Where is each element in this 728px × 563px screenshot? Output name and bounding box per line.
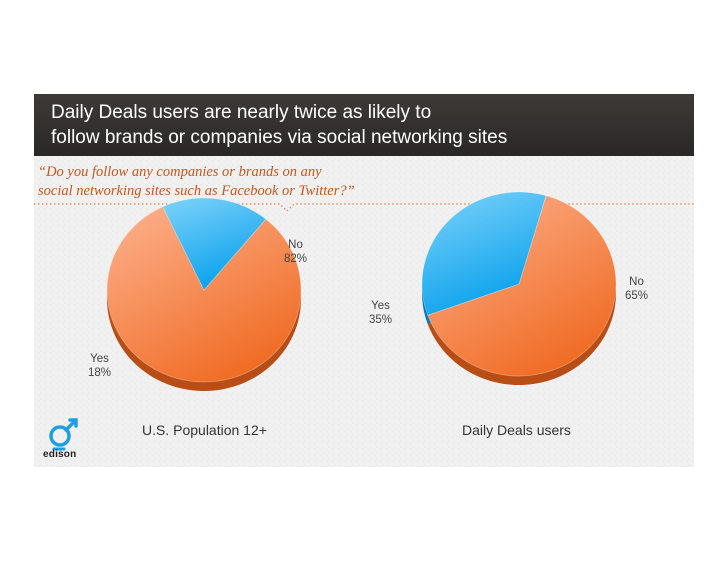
title-line-2: follow brands or companies via social ne… — [51, 127, 508, 148]
edison-logo-text: edison — [43, 449, 77, 460]
label-yes-us-value: 18% — [88, 367, 112, 379]
label-yes-dd-value: 35% — [369, 314, 393, 326]
label-no-dd-category: No — [629, 276, 644, 288]
question-line-1: “Do you follow any companies or brands o… — [38, 164, 322, 180]
slice-yes-dd — [421, 191, 547, 316]
chart-title-dd: Daily Deals users — [462, 422, 571, 438]
label-yes-dd: Yes 35% — [369, 299, 392, 327]
slice-no-dd — [427, 195, 617, 377]
chart-title-us: U.S. Population 12+ — [142, 422, 267, 438]
label-yes-us: Yes 18% — [88, 352, 111, 380]
slide: Daily Deals users are nearly twice as li… — [34, 94, 694, 467]
question-line-2: social networking sites such as Facebook… — [38, 183, 355, 199]
title-line-1: Daily Deals users are nearly twice as li… — [51, 102, 432, 123]
pie-charts — [106, 191, 617, 391]
label-no-us-category: No — [288, 239, 303, 251]
label-no-us-value: 82% — [284, 253, 308, 265]
label-no-us: No 82% — [284, 238, 307, 266]
slice-no-us — [106, 206, 302, 383]
pie-daily-deals — [421, 191, 617, 385]
slice-yes-us — [162, 197, 267, 291]
pie-us-population — [106, 197, 302, 391]
header-bar: Daily Deals users are nearly twice as li… — [34, 94, 694, 156]
label-yes-dd-category: Yes — [371, 300, 390, 312]
label-yes-us-category: Yes — [90, 353, 109, 365]
edison-logo-icon — [49, 418, 78, 451]
label-no-dd-value: 65% — [625, 290, 649, 302]
label-no-dd: No 65% — [625, 275, 648, 303]
